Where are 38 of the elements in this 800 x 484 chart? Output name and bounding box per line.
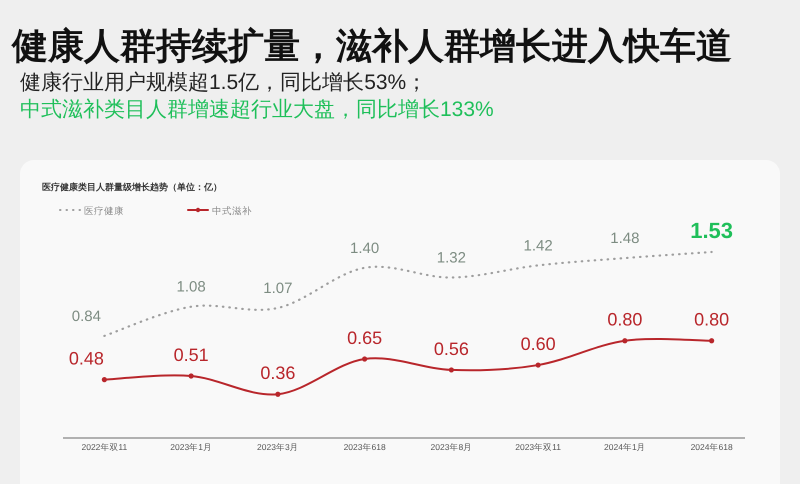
data-label: 1.40: [350, 240, 380, 257]
data-label: 0.80: [607, 310, 642, 330]
data-label: 0.60: [520, 334, 556, 354]
x-tick-label: 2022年双11: [82, 442, 128, 452]
data-label: 1.48: [610, 230, 640, 248]
data-label: 1.08: [176, 278, 206, 296]
x-tick-label: 2023年1月: [170, 442, 212, 452]
data-label: 1.53: [690, 218, 734, 243]
text: 中式滋补类目人群增速超行业大盘，同比增长133%: [20, 98, 494, 121]
point: [362, 356, 368, 362]
x-tick-label: 2024年618: [690, 442, 733, 452]
data-label: 1.32: [436, 250, 466, 267]
point: [188, 373, 194, 379]
data-label: 0.65: [347, 328, 382, 348]
text: 健康行业用户规模超1.5亿，同比增长53%；: [20, 71, 428, 94]
data-label: 0.51: [174, 345, 209, 365]
point: [448, 367, 454, 373]
data-label: 1.07: [263, 280, 292, 297]
chart-subtitle: 医疗健康类目人群量级增长趋势（单位：亿）: [42, 182, 222, 192]
point: [709, 338, 714, 344]
x-tick-label: 2023年3月: [257, 442, 299, 452]
data-label: 1.42: [524, 237, 553, 254]
data-label: 0.84: [72, 308, 101, 325]
legend-label: 医疗健康: [84, 205, 124, 217]
data-label: 0.48: [68, 348, 104, 369]
x-tick-label: 2023年618: [344, 442, 386, 452]
chart-title: 健康人群持续扩量，滋补人群增长进入快车道: [11, 25, 732, 66]
data-label: 0.36: [260, 363, 296, 384]
x-tick-label: 2023年双11: [515, 442, 562, 452]
legend-label: 中式滋补: [212, 205, 252, 217]
point: [622, 338, 628, 344]
point: [536, 362, 541, 368]
x-tick-label: 2023年8月: [430, 442, 472, 452]
data-label: 0.56: [434, 338, 469, 359]
x-tick-label: 2024年1月: [604, 442, 646, 452]
point: [275, 392, 280, 397]
data-label: 0.80: [694, 310, 730, 330]
point: [102, 377, 107, 382]
